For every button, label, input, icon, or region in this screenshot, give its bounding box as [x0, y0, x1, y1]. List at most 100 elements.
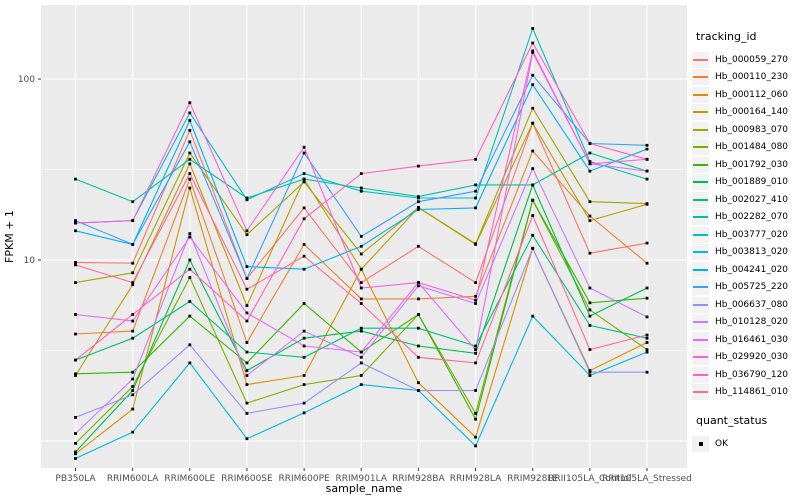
- data-point: [245, 412, 249, 415]
- data-point: [531, 314, 535, 318]
- series-label: Hb_000059_270: [715, 54, 789, 65]
- data-point: [188, 186, 192, 190]
- data-point: [359, 244, 363, 248]
- data-point: [188, 151, 192, 155]
- series-color-swatch: [693, 198, 708, 201]
- data-point: [531, 73, 535, 77]
- data-point: [245, 350, 249, 354]
- data-point: [188, 343, 192, 347]
- data-point: [531, 41, 535, 45]
- data-point: [74, 219, 77, 222]
- data-point: [474, 302, 477, 305]
- x-tick-label: RRIM600PE: [278, 474, 330, 484]
- data-point: [302, 302, 306, 305]
- data-point: [74, 450, 77, 454]
- data-point: [74, 229, 77, 233]
- data-point: [359, 326, 363, 330]
- data-point: [588, 200, 592, 204]
- series-label: Hb_006637_080: [715, 299, 789, 310]
- data-point: [245, 311, 249, 315]
- series-color-swatch: [693, 111, 708, 114]
- data-point: [474, 183, 477, 187]
- data-point: [131, 336, 135, 340]
- series-color-swatch: [693, 356, 708, 359]
- data-point: [417, 284, 420, 288]
- data-point: [131, 329, 135, 333]
- data-point: [645, 350, 649, 354]
- legend-title-tracking-id: tracking_id: [696, 30, 757, 43]
- data-point: [245, 369, 249, 372]
- data-point: [302, 217, 306, 221]
- data-point: [302, 180, 306, 184]
- data-point: [245, 361, 249, 365]
- data-point: [188, 162, 192, 166]
- data-point: [74, 177, 77, 181]
- data-point: [131, 377, 135, 381]
- x-tick-label: RRIM901LA: [336, 474, 388, 484]
- data-point: [645, 169, 649, 173]
- data-point: [588, 308, 592, 312]
- data-point: [188, 267, 192, 271]
- y-tick-label: 100: [18, 75, 35, 85]
- series-label: Hb_000112_060: [715, 89, 789, 100]
- data-point: [131, 385, 135, 388]
- data-point: [245, 401, 249, 405]
- data-point: [302, 151, 306, 155]
- data-point: [645, 333, 649, 337]
- data-point: [359, 235, 363, 238]
- series-color-swatch: [693, 268, 708, 271]
- data-point: [302, 329, 306, 333]
- data-point: [474, 281, 477, 284]
- data-point: [474, 417, 477, 421]
- x-tick-label: RRIM928LE: [507, 474, 558, 484]
- data-point: [645, 147, 649, 151]
- series-color-swatch: [693, 128, 708, 131]
- data-point: [245, 277, 249, 280]
- series-label: Hb_004241_020: [715, 264, 789, 275]
- ok-square-marker-icon: [692, 435, 709, 452]
- data-point: [474, 298, 477, 302]
- data-point: [74, 416, 77, 419]
- data-point: [188, 235, 192, 239]
- legend-item: Hb_000983_070: [692, 121, 800, 139]
- series-color-key-icon: [692, 121, 709, 138]
- data-point: [645, 177, 649, 181]
- series-color-key-icon: [692, 69, 709, 86]
- legend-item: Hb_006637_080: [692, 296, 800, 314]
- data-point: [188, 119, 192, 122]
- x-tick-label: PB350LA: [55, 474, 96, 484]
- series-color-key-icon: [692, 296, 709, 313]
- series-label: Hb_001889_010: [715, 177, 789, 188]
- legend-item: Hb_016461_030: [692, 331, 800, 349]
- legend-item: Hb_001484_080: [692, 139, 800, 157]
- data-point: [74, 261, 77, 264]
- data-point: [474, 351, 477, 355]
- data-point: [417, 326, 420, 330]
- data-point: [417, 297, 420, 301]
- data-point: [245, 229, 249, 233]
- series-label: Hb_016461_030: [715, 334, 789, 345]
- data-point: [474, 196, 477, 200]
- data-point: [474, 189, 477, 193]
- data-point: [531, 233, 535, 237]
- data-point: [588, 169, 592, 173]
- series-color-key-icon: [692, 104, 709, 121]
- series-label: Hb_001484_080: [715, 142, 789, 153]
- data-point: [474, 344, 477, 348]
- data-point: [131, 430, 135, 434]
- data-point: [131, 283, 135, 287]
- data-point: [474, 435, 477, 439]
- data-point: [188, 314, 192, 318]
- data-point: [245, 233, 249, 237]
- series-color-key-icon: [692, 279, 709, 296]
- x-axis-title: sample_name: [326, 482, 403, 495]
- data-point: [531, 27, 535, 30]
- series-label: Hb_001792_030: [715, 159, 789, 170]
- series-label: Hb_000110_230: [715, 72, 789, 83]
- data-point: [74, 281, 77, 284]
- data-point: [188, 177, 192, 181]
- data-point: [359, 186, 363, 190]
- panel-background: [41, 5, 687, 468]
- data-point: [302, 411, 306, 415]
- series-color-key-icon: [692, 51, 709, 68]
